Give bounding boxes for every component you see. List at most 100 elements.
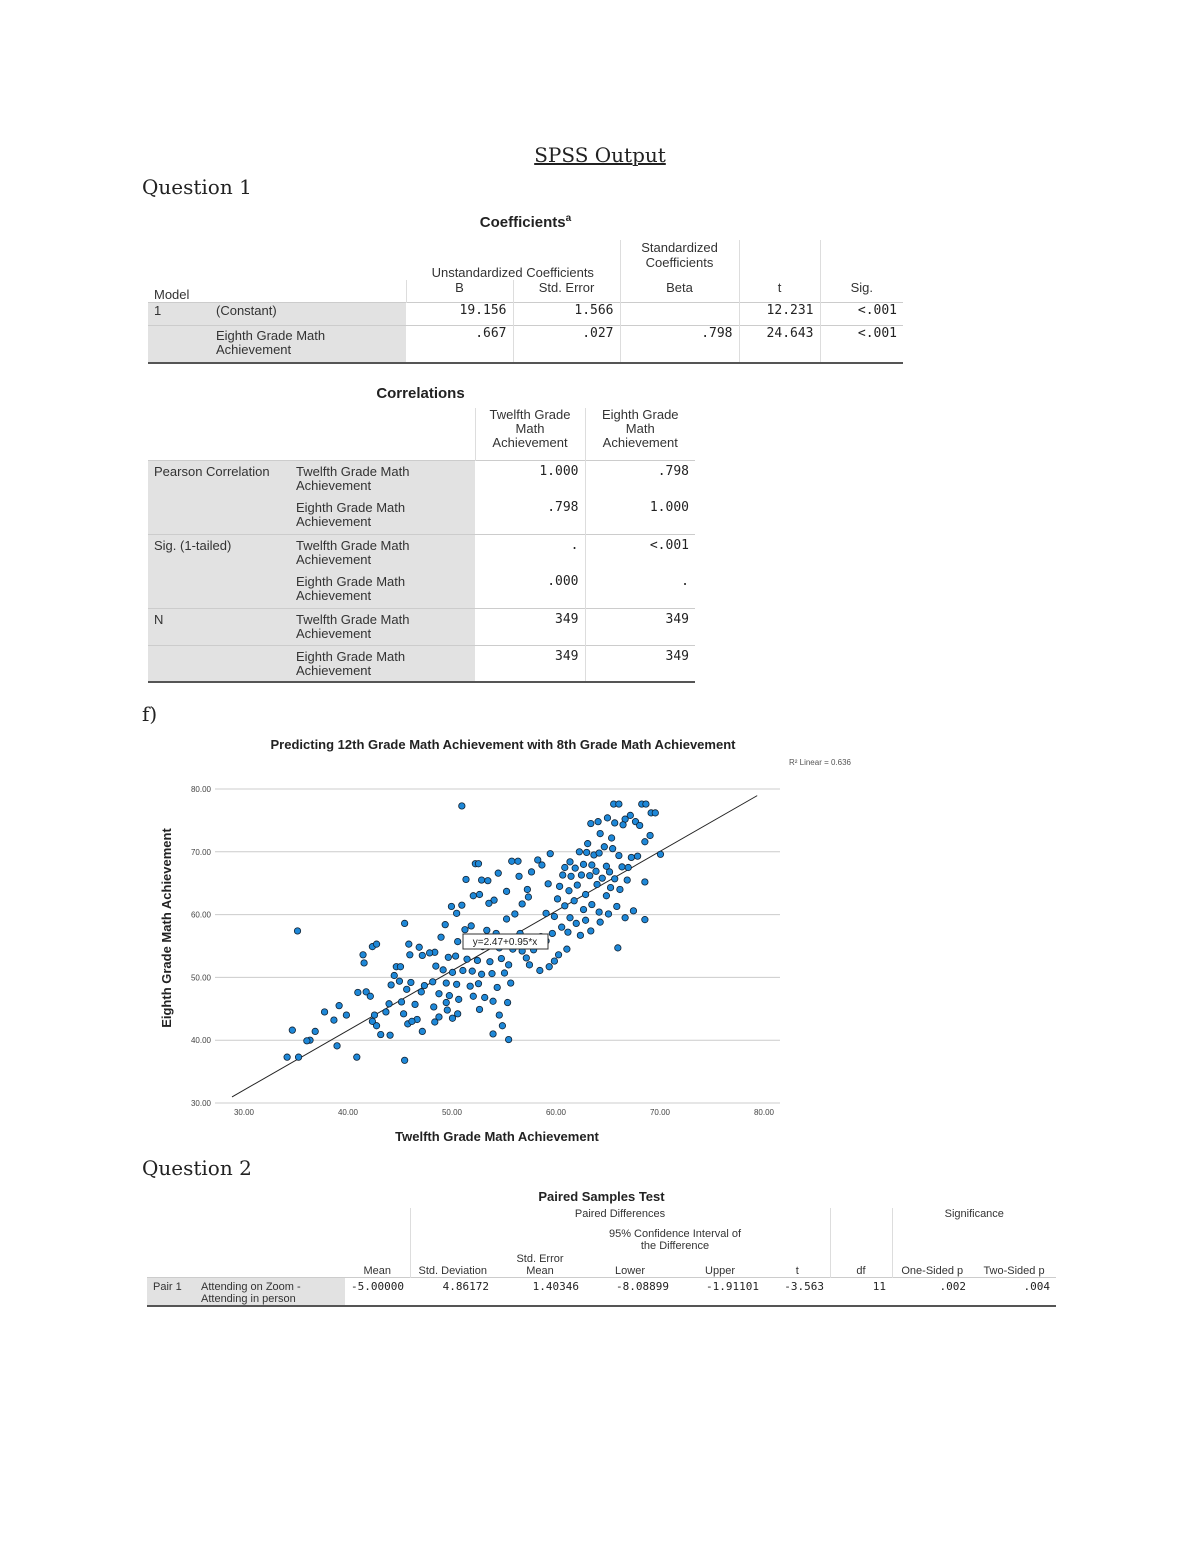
cell-df: 11 bbox=[830, 1277, 893, 1306]
data-point bbox=[469, 992, 477, 1000]
r2-label: R² Linear = 0.636 bbox=[789, 758, 852, 767]
data-point bbox=[508, 857, 516, 865]
cell-se: .027 bbox=[512, 325, 621, 363]
x-tick-label: 60.00 bbox=[546, 1108, 567, 1117]
document-title: SPSS Output bbox=[534, 143, 666, 167]
data-point bbox=[592, 867, 600, 875]
data-point bbox=[461, 926, 469, 934]
x-tick-label: 70.00 bbox=[650, 1108, 671, 1117]
table-row: Pair 1 Attending on Zoom - Attending in … bbox=[147, 1277, 1057, 1306]
data-point bbox=[595, 849, 603, 857]
correlations-table: Twelfth Grade Math Achievement Eighth Gr… bbox=[148, 408, 695, 683]
data-point bbox=[370, 1011, 379, 1019]
cell-two-sided-p: .004 bbox=[972, 1277, 1057, 1306]
cell-value: 1.000 bbox=[475, 460, 585, 497]
y-tick-label: 30.00 bbox=[191, 1099, 212, 1108]
col-header-twelfth: Twelfth Grade Math Achievement bbox=[474, 408, 585, 460]
data-point bbox=[362, 988, 370, 996]
header-lower: Lower bbox=[615, 1264, 645, 1277]
data-point bbox=[454, 938, 462, 946]
data-point bbox=[579, 905, 588, 914]
question-2-heading: Question 2 bbox=[142, 1156, 252, 1180]
data-point bbox=[565, 887, 573, 895]
data-point bbox=[288, 1026, 296, 1034]
paired-test-title: Paired Samples Test bbox=[538, 1189, 665, 1204]
data-point bbox=[626, 811, 634, 819]
cell-sig: <.001 bbox=[819, 302, 904, 325]
row-group: Sig. (1-tailed) bbox=[148, 534, 290, 571]
data-point bbox=[602, 862, 611, 870]
data-point bbox=[595, 908, 603, 916]
data-point bbox=[561, 902, 569, 910]
data-point bbox=[420, 981, 428, 990]
data-point bbox=[432, 962, 440, 970]
footnote-marker: a bbox=[565, 213, 572, 224]
data-point bbox=[342, 1011, 350, 1019]
data-point bbox=[616, 885, 624, 894]
data-point bbox=[481, 993, 489, 1002]
coefficients-table: Unstandardized Coefficients Standardized… bbox=[148, 240, 904, 364]
data-point bbox=[485, 899, 493, 907]
data-point bbox=[453, 909, 461, 917]
data-point bbox=[488, 970, 496, 978]
header-beta: Beta bbox=[619, 280, 740, 302]
cell-b: 19.156 bbox=[406, 302, 513, 325]
data-point bbox=[294, 1053, 303, 1061]
data-point bbox=[515, 872, 523, 880]
data-point bbox=[503, 998, 512, 1007]
cell-one-sided-p: .002 bbox=[892, 1277, 973, 1306]
data-point bbox=[408, 1017, 416, 1025]
data-point bbox=[495, 1011, 503, 1019]
data-point bbox=[605, 868, 614, 876]
question-1-heading: Question 1 bbox=[142, 175, 252, 199]
data-point bbox=[444, 953, 452, 961]
header-std-deviation: Std. Deviation bbox=[409, 1252, 495, 1277]
data-point bbox=[502, 887, 511, 895]
data-point bbox=[607, 834, 616, 842]
data-point bbox=[442, 979, 450, 987]
model-number: 1 bbox=[148, 302, 210, 325]
row-group: Pearson Correlation bbox=[148, 460, 290, 497]
table-row: Eighth Grade Math Achievement 349 349 bbox=[148, 645, 695, 682]
data-point bbox=[527, 868, 536, 876]
row-group bbox=[148, 645, 290, 682]
data-point bbox=[566, 858, 574, 866]
model-number bbox=[148, 325, 210, 363]
data-point bbox=[458, 901, 466, 909]
data-point bbox=[618, 863, 626, 871]
data-point bbox=[396, 963, 405, 971]
cell-beta bbox=[619, 302, 740, 325]
data-point bbox=[441, 921, 449, 929]
data-point bbox=[558, 923, 566, 931]
data-point bbox=[403, 985, 411, 993]
data-point bbox=[406, 951, 414, 959]
data-point bbox=[581, 916, 590, 924]
data-point bbox=[567, 872, 575, 880]
data-point bbox=[583, 848, 591, 857]
data-point bbox=[587, 927, 595, 935]
data-point bbox=[554, 951, 563, 959]
data-point bbox=[454, 1010, 462, 1018]
data-point bbox=[602, 892, 611, 900]
data-point bbox=[303, 1037, 311, 1045]
data-point bbox=[451, 952, 460, 960]
equation-label: y=2.47+0.95*x bbox=[462, 933, 549, 950]
data-point bbox=[435, 990, 443, 998]
data-point bbox=[418, 1027, 426, 1036]
data-point bbox=[553, 895, 562, 903]
data-point bbox=[477, 970, 486, 978]
row-label: Eighth Grade Math Achievement bbox=[290, 645, 475, 682]
data-point bbox=[514, 857, 522, 865]
header-std-error: Std. Error bbox=[512, 280, 621, 302]
data-point bbox=[397, 998, 406, 1006]
data-point bbox=[415, 943, 423, 951]
data-point bbox=[494, 869, 502, 877]
data-point bbox=[385, 1000, 393, 1008]
row-label: Eighth Grade Math Achievement bbox=[210, 325, 406, 363]
header-upper: Upper bbox=[705, 1264, 735, 1277]
data-point bbox=[498, 1022, 506, 1030]
data-point bbox=[613, 902, 621, 911]
data-point bbox=[611, 875, 619, 883]
data-point bbox=[611, 819, 619, 827]
data-point bbox=[466, 982, 474, 990]
